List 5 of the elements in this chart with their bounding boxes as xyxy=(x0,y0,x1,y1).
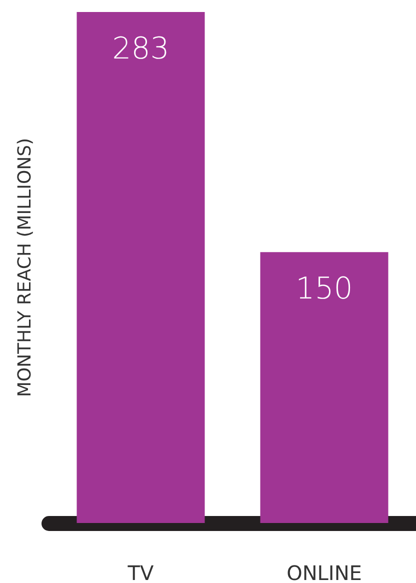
x-tick-label: ONLINE xyxy=(286,561,362,583)
data-label: 150 xyxy=(296,272,353,307)
data-label: 283 xyxy=(112,32,170,66)
y-axis-title: MONTHLY REACH (MILLIONS) xyxy=(14,138,36,398)
x-tick-label: TV xyxy=(126,561,154,583)
